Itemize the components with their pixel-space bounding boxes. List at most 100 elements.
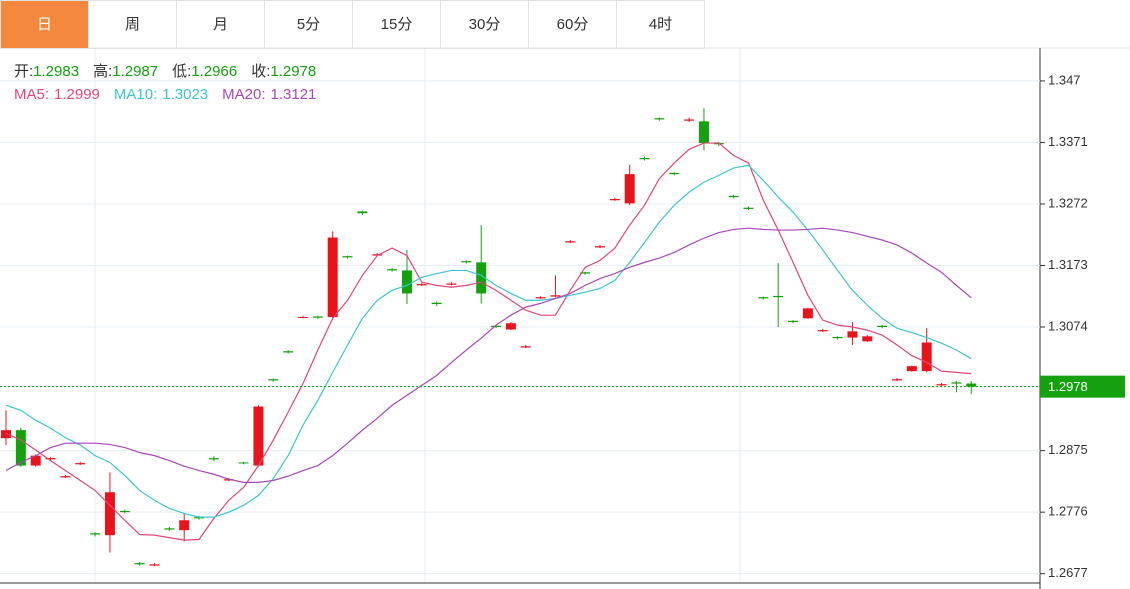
ohlc-value: 1.2978: [270, 63, 317, 80]
candle-body: [951, 382, 962, 384]
y-tick-label: 1.3371: [1048, 134, 1088, 149]
candle-body: [283, 351, 294, 353]
candle-body: [476, 262, 487, 294]
legend-value: 1.3121: [270, 86, 317, 103]
candle-body: [758, 297, 769, 299]
last-price-box: [1040, 375, 1125, 398]
candle-body: [698, 121, 709, 144]
tab[interactable]: 周: [89, 1, 177, 48]
candle-body: [134, 563, 145, 565]
tab-bar: 日周月 5分 15分 30分 60分 4时: [0, 0, 705, 49]
candle-body: [90, 533, 101, 535]
y-tick-label: 1.3074: [1048, 318, 1088, 333]
candle-body: [1, 430, 11, 439]
candle-body: [30, 455, 41, 466]
candle-body: [669, 172, 680, 175]
candle-body: [802, 308, 813, 319]
ma-line: [5, 227, 972, 483]
candle-body: [565, 241, 576, 243]
y-tick-label: 1.2776: [1048, 504, 1088, 519]
candle-body: [15, 430, 26, 466]
candle-body: [921, 342, 932, 372]
candle-body: [75, 463, 86, 465]
candle-body: [223, 479, 234, 481]
candle-body: [684, 119, 695, 121]
ohlc-label: 低:: [172, 63, 192, 80]
candle-body: [639, 157, 650, 160]
candle-body: [862, 336, 873, 342]
candle-body: [446, 283, 457, 285]
y-tick-label: 1.347: [1048, 72, 1081, 87]
candle-body: [164, 528, 175, 530]
ohlc-value: 1.2983: [33, 63, 80, 80]
ma-row: MA5: 1.2999 MA10: 1.3023 MA20: 1.3121: [14, 83, 330, 106]
candle-body: [832, 336, 843, 339]
y-tick-label: 1.3272: [1048, 195, 1088, 210]
candle-body: [535, 297, 546, 299]
candle-body: [401, 270, 412, 294]
candle-body: [298, 317, 308, 319]
legend-value: 1.3023: [162, 86, 209, 103]
tab[interactable]: 5分: [265, 1, 353, 48]
tab[interactable]: 日: [1, 1, 89, 48]
candle-body: [238, 462, 249, 464]
ohlc-value: 1.2966: [191, 63, 238, 80]
candle-body: [208, 458, 219, 460]
candle-body: [906, 366, 917, 372]
y-tick-label: 1.2677: [1048, 565, 1088, 580]
candle-body: [327, 237, 338, 318]
candle-body: [624, 174, 635, 204]
candle-body: [654, 118, 665, 120]
candle-body: [45, 458, 56, 460]
tab[interactable]: 月: [177, 1, 265, 48]
legend-value: 1.2999: [54, 86, 100, 103]
tab[interactable]: 30分: [441, 1, 529, 48]
candle-body: [728, 195, 739, 198]
candle-body: [966, 383, 977, 387]
candle-body: [60, 476, 71, 478]
candle-body: [936, 384, 947, 386]
candle-body: [431, 302, 442, 305]
tab[interactable]: 4时: [617, 1, 705, 48]
last-price-label: 1.2978: [1048, 379, 1088, 394]
ma-line: [5, 164, 972, 518]
candle-body: [817, 330, 828, 332]
ohlc-label: 开:: [14, 63, 34, 80]
tab[interactable]: 60分: [529, 1, 617, 48]
candle-body: [179, 520, 190, 531]
candle-body: [520, 346, 531, 348]
candle-body: [253, 406, 264, 466]
candle-body: [461, 261, 472, 263]
candle-body: [312, 316, 323, 318]
candle-body: [743, 207, 754, 209]
ohlc-row: 开:1.2983 高:1.2987 低:1.2966 收:1.2978: [14, 60, 330, 83]
candle-body: [595, 246, 605, 248]
candle-body: [104, 492, 115, 536]
candle-body: [877, 325, 888, 327]
info-panel: 开:1.2983 高:1.2987 低:1.2966 收:1.2978 MA5: 1.2…: [14, 60, 330, 106]
candle-body: [892, 379, 902, 381]
legend-label: MA20:: [222, 86, 266, 103]
candle-body: [268, 379, 279, 381]
candle-body: [580, 272, 591, 274]
tab[interactable]: 15分: [353, 1, 441, 48]
candle-body: [847, 331, 858, 338]
candle-body: [609, 198, 620, 201]
candle-body: [194, 517, 205, 519]
candle-body: [416, 284, 427, 286]
candle-body: [387, 269, 398, 271]
y-tick-label: 1.2875: [1048, 442, 1088, 457]
ma-line: [5, 142, 972, 541]
ohlc-value: 1.2987: [112, 63, 159, 80]
candle-body: [149, 564, 160, 566]
candle-body: [119, 510, 130, 513]
candle-body: [773, 295, 784, 298]
y-tick-label: 1.3173: [1048, 257, 1088, 272]
candle-body: [342, 256, 353, 258]
ohlc-label: 收:: [251, 63, 271, 80]
candle-body: [788, 320, 799, 323]
ohlc-label: 高:: [93, 63, 113, 80]
legend-label: MA5:: [14, 86, 50, 103]
